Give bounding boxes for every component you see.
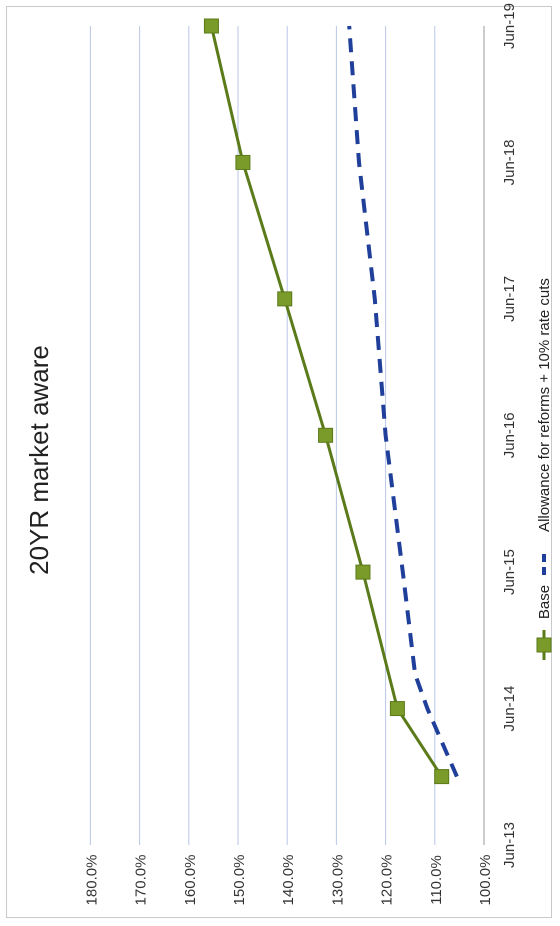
y-tick-label: 130.0% bbox=[329, 855, 346, 906]
data-point bbox=[318, 427, 334, 443]
chart-title: 20YR market aware bbox=[24, 345, 54, 575]
y-tick-label: 180.0% bbox=[83, 855, 100, 906]
data-point bbox=[235, 154, 251, 170]
y-tick-label: 100.0% bbox=[477, 855, 494, 906]
series-line bbox=[347, 25, 459, 778]
y-tick-label: 140.0% bbox=[280, 855, 297, 906]
legend-label: Allowance for reforms + 10% rate cuts bbox=[536, 278, 553, 532]
legend-label: Base bbox=[536, 585, 553, 619]
data-point bbox=[355, 564, 371, 580]
chart-frame bbox=[6, 6, 552, 918]
y-tick-label: 150.0% bbox=[231, 855, 248, 906]
y-tick-label: 170.0% bbox=[133, 855, 150, 906]
series-line bbox=[209, 25, 443, 778]
x-tick-label: Jun-14 bbox=[501, 686, 518, 732]
x-tick-label: Jun-19 bbox=[501, 3, 518, 49]
x-tick-label: Jun-16 bbox=[501, 412, 518, 458]
x-tick-label: Jun-15 bbox=[501, 549, 518, 595]
data-point bbox=[389, 701, 405, 717]
y-tick-label: 110.0% bbox=[428, 855, 445, 905]
y-tick-label: 120.0% bbox=[379, 855, 396, 906]
data-point bbox=[434, 769, 450, 785]
data-point bbox=[277, 291, 293, 307]
y-tick-label: 160.0% bbox=[182, 855, 199, 906]
x-tick-label: Jun-18 bbox=[501, 140, 518, 186]
legend-marker bbox=[536, 637, 552, 653]
x-tick-label: Jun-17 bbox=[501, 276, 518, 322]
x-tick-label: Jun-13 bbox=[501, 822, 518, 868]
data-point bbox=[203, 18, 219, 34]
